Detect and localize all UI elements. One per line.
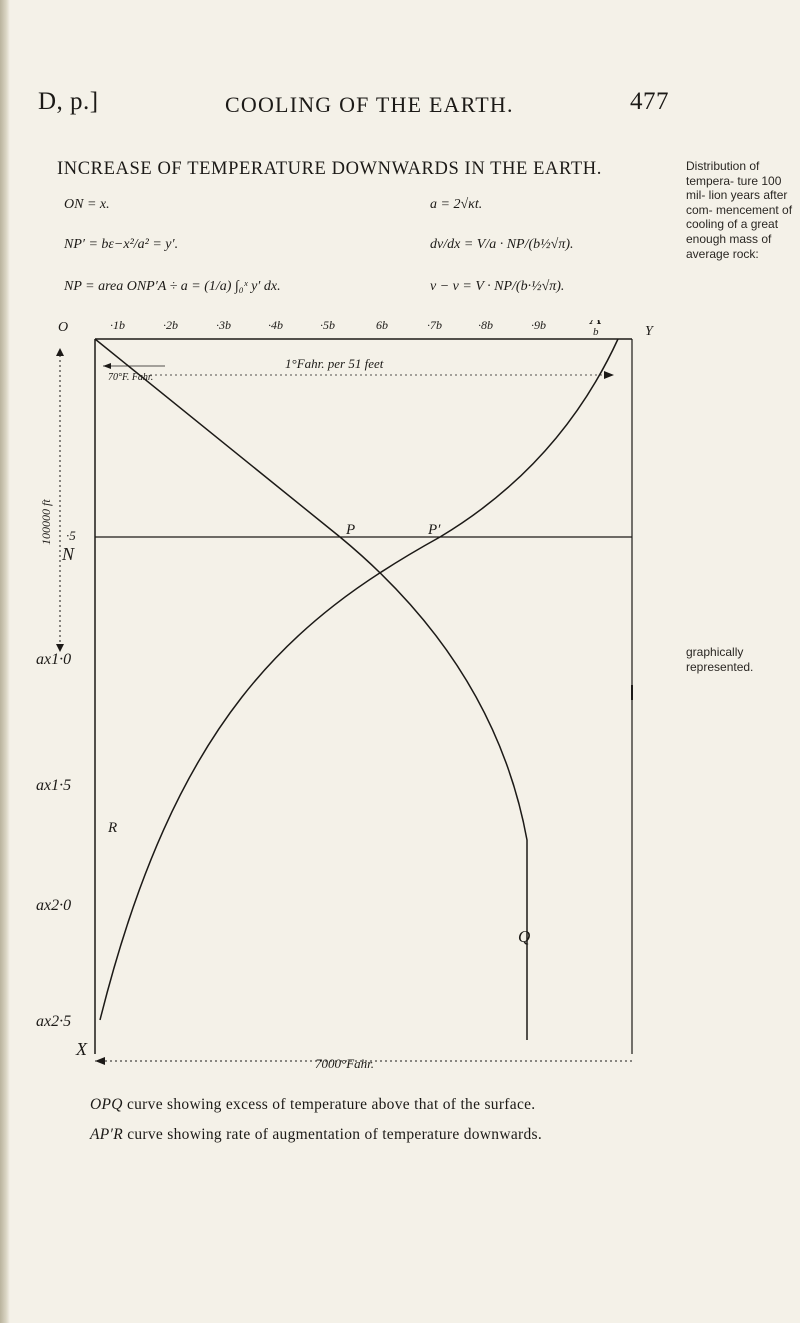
tick-label-8b: ·8b (478, 320, 493, 332)
bottom-scale-label: 7000°Fahr. (315, 1056, 374, 1071)
margin-note-top: Distribution of tempera- ture 100 mil- l… (686, 159, 793, 261)
tick-label-3b: ·3b (216, 320, 231, 332)
scale-arrow-down-icon (56, 644, 64, 652)
left-label-ax2-5: ax2·5 (36, 1013, 71, 1030)
tick-label-b: b (593, 326, 599, 338)
top-scale-arrow-icon (604, 371, 614, 379)
curve-apr (99, 338, 619, 1021)
caption-apr-curve: AP′R (90, 1126, 123, 1143)
left-label-n: N (61, 544, 75, 564)
equation-np-prime: NP′ = bε−x²/a² = y′. (64, 237, 179, 252)
equation-a: a = 2√κt. (430, 197, 483, 212)
equation-dv-dx: dv/dx = V/a · NP/(b½√π). (430, 237, 574, 252)
equation-on-x: ON = x. (64, 197, 110, 212)
tick-label-6b: 6b (376, 320, 388, 332)
point-label-p-prime: P′ (427, 522, 441, 538)
tick-label-7b: ·7b (427, 320, 442, 332)
section-marker: D, p.] (38, 88, 99, 115)
left-label-x: X (75, 1039, 88, 1059)
tick-label-o: O (58, 320, 68, 335)
tick-label-1b: ·1b (110, 320, 125, 332)
inner-scale-label: 70°F. Fahr. (108, 372, 153, 383)
tick-label-y: Y (645, 324, 655, 339)
tick-label-4b: ·4b (268, 320, 283, 332)
point-label-r: R (107, 820, 117, 836)
tick-label-a: A (589, 320, 602, 328)
page-number: 477 (630, 88, 669, 115)
caption-opq-text: curve showing excess of temperature abov… (126, 1096, 536, 1113)
margin-note-bottom: graphically represented. (686, 645, 754, 674)
figure-title: INCREASE OF TEMPERATURE DOWNWARDS IN THE… (57, 159, 602, 179)
caption-apr-text: curve showing rate of augmentation of te… (127, 1126, 543, 1143)
inner-scale-arrow-icon (103, 363, 111, 369)
left-label-ax1-0: ax1·0 (36, 651, 71, 668)
left-label-ax1-5: ax1·5 (36, 777, 71, 794)
running-title: COOLING OF THE EARTH. (225, 92, 514, 117)
equation-np-area: NP = area ONP′A ÷ a = (1/a) ∫₀ˣ y′ dx. (64, 279, 281, 294)
tick-label-5b: ·5b (320, 320, 335, 332)
left-label-ax2-0: ax2·0 (36, 897, 71, 914)
equation-v-minus-v: v − v = V · NP/(b·½√π). (430, 279, 565, 294)
caption-opq-curve: OPQ (90, 1096, 123, 1113)
tick-label-9b: ·9b (531, 320, 546, 332)
book-spine-shadow (0, 0, 10, 1323)
point-label-q: Q (518, 927, 530, 946)
left-label-half: ·5 (66, 528, 76, 543)
point-label-p: P (345, 522, 355, 538)
top-scale-label: 1°Fahr. per 51 feet (285, 356, 384, 371)
bottom-scale-left-arrow-icon (95, 1057, 105, 1065)
tick-label-2b: ·2b (163, 320, 178, 332)
scale-arrow-up-icon (56, 348, 64, 356)
caption-apr: AP′R curve showing rate of augmentation … (90, 1126, 542, 1144)
vertical-scale-label: 100000 ft (39, 499, 53, 545)
caption-opq: OPQ curve showing excess of temperature … (90, 1096, 535, 1114)
curve-opq (94, 338, 528, 1040)
temperature-diagram: O ·1b ·2b ·3b ·4b ·5b 6b ·7b ·8b ·9b A b… (36, 320, 655, 1071)
